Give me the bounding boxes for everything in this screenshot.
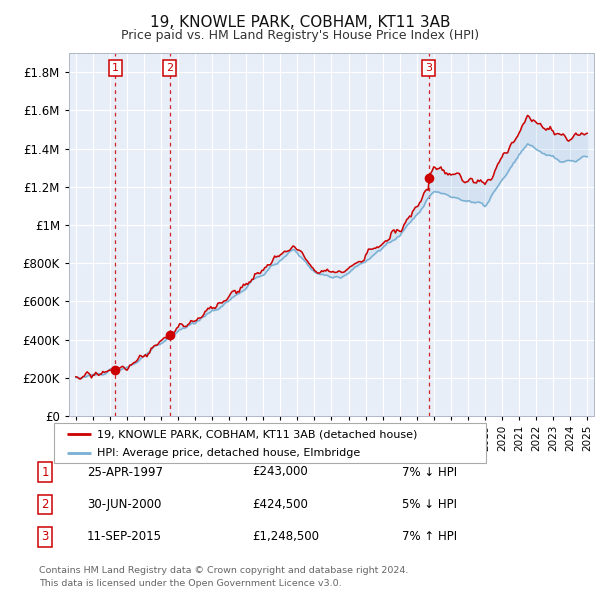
Text: 30-JUN-2000: 30-JUN-2000 (87, 498, 161, 511)
Text: 3: 3 (41, 530, 49, 543)
Text: HPI: Average price, detached house, Elmbridge: HPI: Average price, detached house, Elmb… (97, 448, 361, 458)
Text: This data is licensed under the Open Government Licence v3.0.: This data is licensed under the Open Gov… (39, 579, 341, 588)
Text: 19, KNOWLE PARK, COBHAM, KT11 3AB: 19, KNOWLE PARK, COBHAM, KT11 3AB (150, 15, 450, 30)
Text: 11-SEP-2015: 11-SEP-2015 (87, 530, 162, 543)
Text: 5% ↓ HPI: 5% ↓ HPI (402, 498, 457, 511)
Text: Price paid vs. HM Land Registry's House Price Index (HPI): Price paid vs. HM Land Registry's House … (121, 30, 479, 42)
Text: 3: 3 (425, 63, 432, 73)
Text: Contains HM Land Registry data © Crown copyright and database right 2024.: Contains HM Land Registry data © Crown c… (39, 566, 409, 575)
Text: 2: 2 (166, 63, 173, 73)
Text: 7% ↑ HPI: 7% ↑ HPI (402, 530, 457, 543)
Text: £243,000: £243,000 (252, 466, 308, 478)
Text: £1,248,500: £1,248,500 (252, 530, 319, 543)
Text: 1: 1 (41, 466, 49, 478)
Text: 1: 1 (112, 63, 119, 73)
Text: 25-APR-1997: 25-APR-1997 (87, 466, 163, 478)
Text: 19, KNOWLE PARK, COBHAM, KT11 3AB (detached house): 19, KNOWLE PARK, COBHAM, KT11 3AB (detac… (97, 430, 418, 440)
Text: 2: 2 (41, 498, 49, 511)
Text: 7% ↓ HPI: 7% ↓ HPI (402, 466, 457, 478)
Text: £424,500: £424,500 (252, 498, 308, 511)
